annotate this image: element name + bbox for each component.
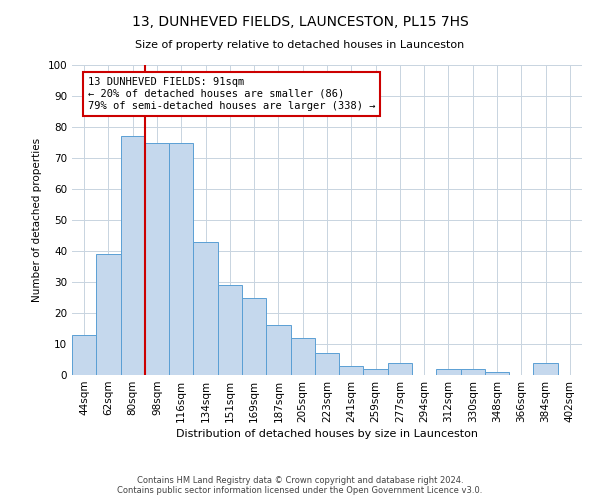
Bar — [315, 354, 339, 375]
Bar — [72, 334, 96, 375]
Bar — [145, 142, 169, 375]
Bar — [485, 372, 509, 375]
Y-axis label: Number of detached properties: Number of detached properties — [32, 138, 42, 302]
Bar — [461, 369, 485, 375]
Bar — [121, 136, 145, 375]
Text: Size of property relative to detached houses in Launceston: Size of property relative to detached ho… — [136, 40, 464, 50]
Bar — [218, 285, 242, 375]
Bar — [193, 242, 218, 375]
Bar — [242, 298, 266, 375]
Bar — [388, 362, 412, 375]
Bar — [169, 142, 193, 375]
X-axis label: Distribution of detached houses by size in Launceston: Distribution of detached houses by size … — [176, 429, 478, 439]
Text: 13, DUNHEVED FIELDS, LAUNCESTON, PL15 7HS: 13, DUNHEVED FIELDS, LAUNCESTON, PL15 7H… — [131, 15, 469, 29]
Bar — [96, 254, 121, 375]
Bar — [364, 369, 388, 375]
Text: 13 DUNHEVED FIELDS: 91sqm
← 20% of detached houses are smaller (86)
79% of semi-: 13 DUNHEVED FIELDS: 91sqm ← 20% of detac… — [88, 78, 375, 110]
Bar — [266, 326, 290, 375]
Bar — [436, 369, 461, 375]
Text: Contains HM Land Registry data © Crown copyright and database right 2024.
Contai: Contains HM Land Registry data © Crown c… — [118, 476, 482, 495]
Bar — [339, 366, 364, 375]
Bar — [533, 362, 558, 375]
Bar — [290, 338, 315, 375]
